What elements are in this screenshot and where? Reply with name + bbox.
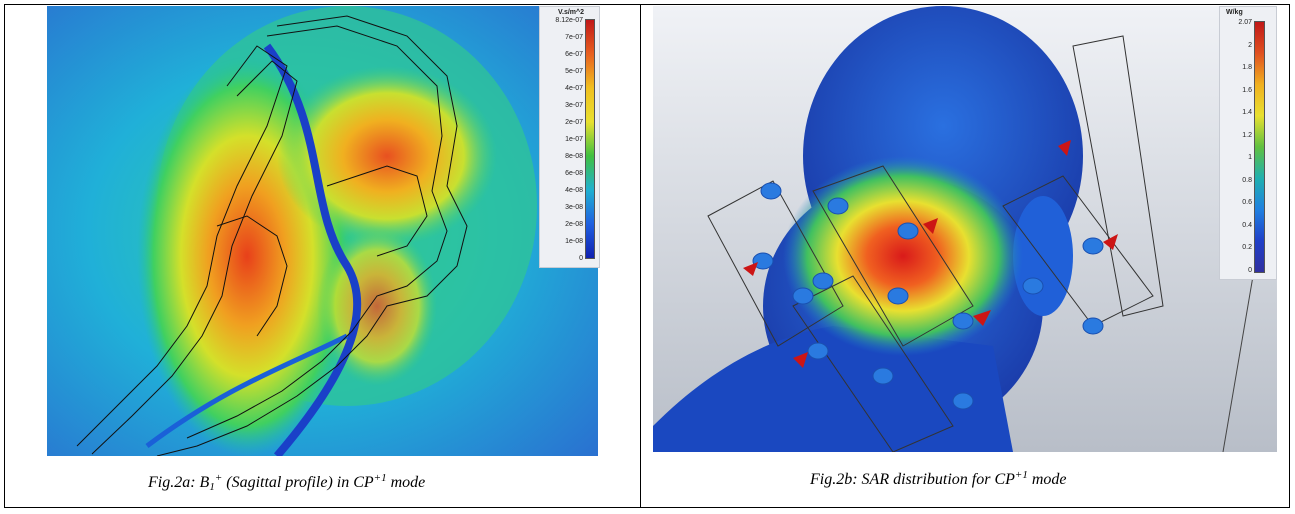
figure-frame <box>4 4 1290 508</box>
colorbar-tick-label: 0.4 <box>1242 221 1252 229</box>
colorbar-tick-label: 1.4 <box>1242 109 1252 117</box>
colorbar-tick-label: 1 <box>1248 154 1252 162</box>
colorbar-tick-label: 1e-07 <box>565 136 583 143</box>
colorbar-tick-label: 1e-08 <box>565 238 583 245</box>
colorbar-tick-label: 0.2 <box>1242 244 1252 252</box>
colorbar-tick-label: 8.12e-07 <box>555 17 583 24</box>
colorbar-tick-label: 0 <box>1248 267 1252 274</box>
colorbar-tick-label: 2 <box>1248 41 1252 49</box>
colorbar-tick-label: 7e-07 <box>565 34 583 41</box>
colorbar-gradient <box>1254 21 1265 273</box>
colorbar-tick-label: 2.07 <box>1238 19 1252 26</box>
colorbar-tick-label: 3e-08 <box>565 204 583 211</box>
colorbar-tick-label: 2e-08 <box>565 221 583 228</box>
b1-colorbar-legend: V.s/m^2 8.12e-07 7e-07 6e-07 5e-07 4e-07 3e-0… <box>539 6 600 268</box>
caption-fig-2a: Fig.2a: B1+ (Sagittal profile) in CP+1 m… <box>148 472 426 493</box>
colorbar-tick-label: 5e-07 <box>565 68 583 75</box>
colorbar-tick-label: 8e-08 <box>565 153 583 160</box>
caption-fig-2b: Fig.2b: SAR distribution for CP+1 mode <box>810 469 1067 488</box>
sar-distribution-image <box>653 6 1277 452</box>
colorbar-tick-label: 1.8 <box>1242 64 1252 72</box>
sar-distribution-graphic <box>653 6 1277 452</box>
colorbar-tick-label: 0 <box>579 255 583 262</box>
colorbar-tick-label: 6e-07 <box>565 51 583 58</box>
colorbar-tick-label: 3e-07 <box>565 102 583 109</box>
colorbar-unit-label: V.s/m^2 <box>558 9 585 16</box>
colorbar-tick-label: 4e-07 <box>565 85 583 92</box>
colorbar-tick-label: 6e-08 <box>565 170 583 177</box>
colorbar-unit-label: W/kg <box>1226 9 1243 16</box>
sar-colorbar-legend: W/kg 2.07 2 1.8 1.6 1.4 1.2 1 0.8 0.6 0.4 0.2 0 <box>1219 6 1277 280</box>
colorbar-tick-label: 0.8 <box>1242 176 1252 184</box>
panel-divider <box>640 4 641 508</box>
colorbar-gradient <box>585 19 595 259</box>
colorbar-tick-label: 1.6 <box>1242 86 1252 94</box>
b1-field-map-graphic <box>47 6 598 456</box>
colorbar-tick-label: 4e-08 <box>565 187 583 194</box>
b1-field-map-image <box>47 6 598 456</box>
colorbar-tick-label: 1.2 <box>1242 131 1252 139</box>
colorbar-tick-label: 2e-07 <box>565 119 583 126</box>
colorbar-tick-label: 0.6 <box>1242 199 1252 207</box>
